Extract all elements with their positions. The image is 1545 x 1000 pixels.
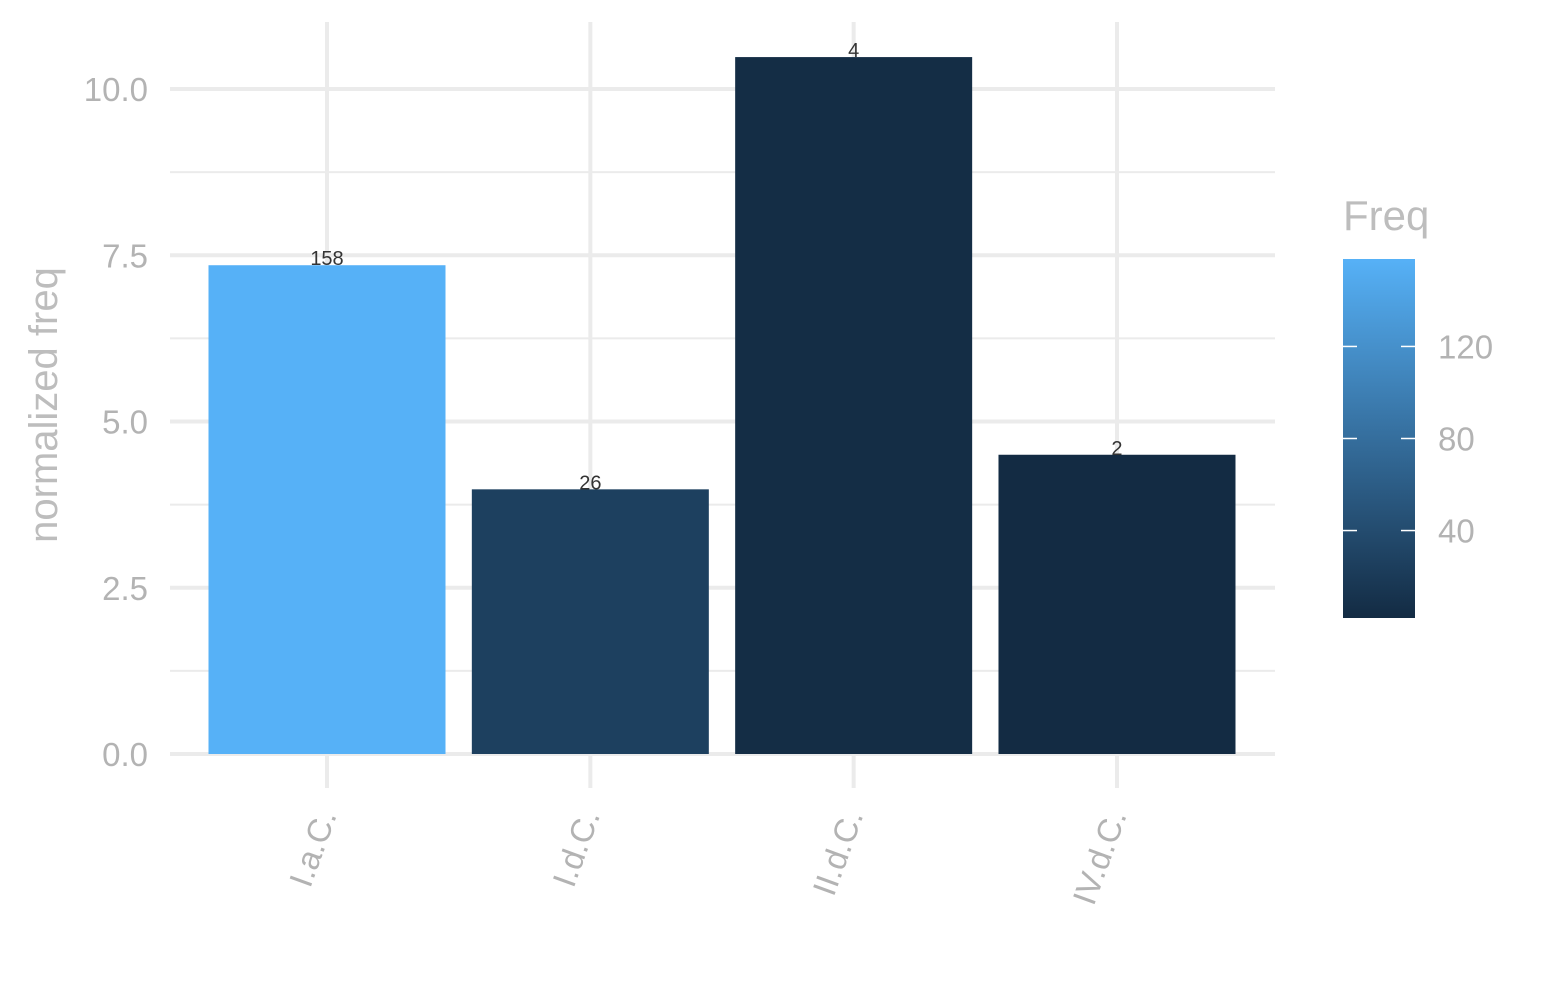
legend-tick-label: 120	[1438, 328, 1493, 365]
legend-ticks: 40 80 120	[1343, 328, 1493, 550]
y-axis-tick-labels: 0.0 2.5 5.0 7.5 10.0	[84, 71, 148, 773]
x-tick-label: I.a.C.	[282, 805, 344, 892]
bar-idc	[471, 489, 709, 754]
bar-iac	[208, 265, 446, 754]
y-tick-label: 10.0	[84, 71, 148, 108]
y-tick-label: 2.5	[102, 570, 148, 607]
y-tick-label: 0.0	[102, 736, 148, 773]
legend-title: Freq	[1343, 192, 1429, 239]
x-tick-label: I.d.C.	[545, 805, 607, 892]
legend-colorbar: Freq 40 80 120	[1343, 192, 1493, 618]
x-axis-tick-labels: I.a.C. I.d.C. II.d.C. IV.d.C.	[282, 805, 1134, 910]
legend-tick-label: 80	[1438, 421, 1475, 458]
bar-iidc	[735, 57, 973, 754]
data-label: 2	[1111, 438, 1122, 460]
y-tick-label: 5.0	[102, 404, 148, 441]
data-label: 26	[579, 472, 601, 494]
bars	[208, 57, 1236, 754]
data-label: 4	[848, 40, 859, 62]
x-tick-label: II.d.C.	[805, 805, 870, 900]
y-axis-title: normalized freq	[22, 267, 66, 543]
y-tick-label: 7.5	[102, 237, 148, 274]
data-labels: 158 26 4 2	[310, 40, 1122, 494]
data-label: 158	[310, 248, 343, 270]
x-tick-label: IV.d.C.	[1065, 805, 1133, 910]
bar-ivdc	[998, 454, 1236, 754]
legend-tick-label: 40	[1438, 513, 1475, 550]
